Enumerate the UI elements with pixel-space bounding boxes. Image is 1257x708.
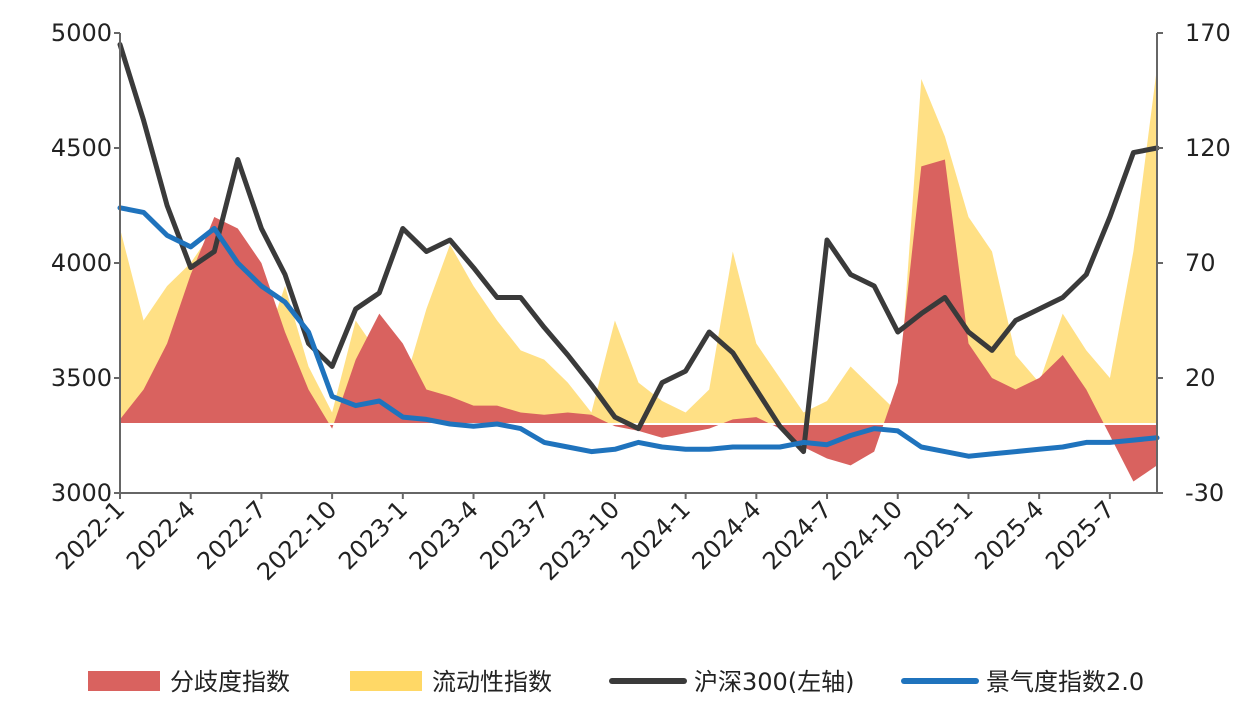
line-layer bbox=[117, 42, 1160, 459]
x-tick-label: 2022-4 bbox=[121, 495, 201, 575]
legend-swatch-0 bbox=[88, 671, 160, 691]
line-series-2 bbox=[117, 42, 1160, 455]
legend-label-2: 沪深300(左轴) bbox=[694, 668, 855, 696]
x-tick-label: 2024-1 bbox=[616, 495, 696, 575]
left-tick-label: 4500 bbox=[51, 134, 112, 162]
x-tick-label: 2022-1 bbox=[50, 495, 130, 575]
x-tick-label: 2025-1 bbox=[899, 495, 979, 575]
legend-label-1: 流动性指数 bbox=[432, 668, 552, 696]
right-tick-label: 120 bbox=[1185, 134, 1231, 162]
x-tick-label: 2025-7 bbox=[1040, 495, 1120, 575]
right-tick-label: 20 bbox=[1185, 364, 1216, 392]
x-tick-label: 2023-1 bbox=[333, 495, 413, 575]
left-tick-label: 3000 bbox=[51, 479, 112, 507]
left-tick-label: 4000 bbox=[51, 249, 112, 277]
x-tick-label: 2024-4 bbox=[687, 495, 767, 575]
right-tick-label: 70 bbox=[1185, 249, 1216, 277]
left-tick-label: 5000 bbox=[51, 19, 112, 47]
x-tick-label: 2023-4 bbox=[404, 495, 484, 575]
left-tick-label: 3500 bbox=[51, 364, 112, 392]
legend-swatch-1 bbox=[350, 671, 422, 691]
legend-label-0: 分歧度指数 bbox=[170, 668, 290, 696]
legend: 分歧度指数 流动性指数 沪深300(左轴) 景气度指数2.0 bbox=[88, 668, 1144, 696]
legend-label-3: 景气度指数2.0 bbox=[986, 668, 1144, 696]
x-tick-label: 2025-4 bbox=[969, 495, 1049, 575]
line-series-3 bbox=[117, 205, 1160, 459]
right-tick-label: 170 bbox=[1185, 19, 1231, 47]
right-tick-label: -30 bbox=[1185, 479, 1224, 507]
area-layer bbox=[120, 67, 1157, 482]
